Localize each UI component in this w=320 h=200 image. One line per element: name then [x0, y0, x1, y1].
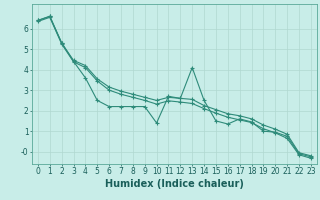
X-axis label: Humidex (Indice chaleur): Humidex (Indice chaleur) — [105, 179, 244, 189]
